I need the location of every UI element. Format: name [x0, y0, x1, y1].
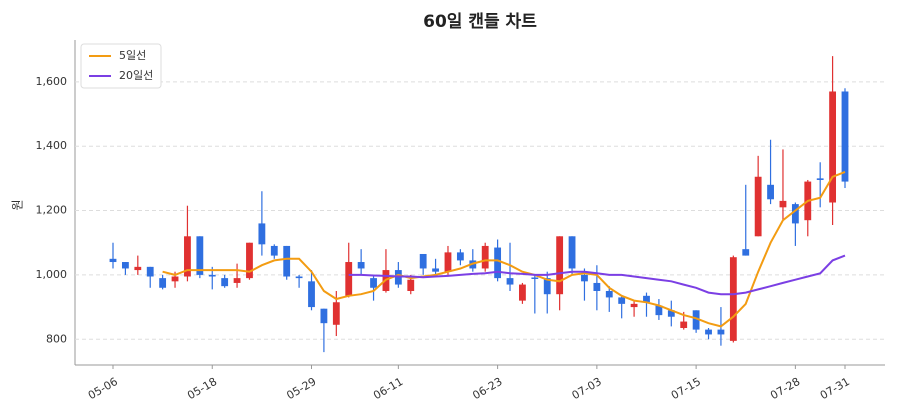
- candle-body: [109, 258, 117, 263]
- candle-body: [258, 223, 266, 245]
- x-tick-label: 05-29: [284, 375, 318, 402]
- candle-body: [134, 266, 142, 271]
- candle-body: [605, 290, 613, 298]
- candle-body: [196, 236, 204, 275]
- candle-body: [667, 310, 675, 317]
- candle-body: [270, 245, 278, 256]
- y-tick-label: 1,200: [36, 204, 68, 217]
- candle-body: [146, 266, 154, 277]
- candle-body: [543, 278, 551, 295]
- candle-body: [332, 302, 340, 325]
- x-tick-label: 05-06: [86, 375, 120, 402]
- candle-body: [283, 245, 291, 277]
- candle-body: [779, 200, 787, 208]
- candle-body: [630, 303, 638, 308]
- candle-body: [320, 308, 328, 324]
- candle-body: [829, 91, 837, 203]
- candle-body: [357, 262, 365, 269]
- candle-body: [767, 184, 774, 200]
- candle-body: [680, 321, 688, 328]
- x-tick-label: 07-31: [818, 375, 852, 402]
- candle-body: [159, 278, 167, 288]
- candle-body: [581, 274, 588, 282]
- candle-body: [643, 295, 650, 303]
- candle-body: [717, 329, 725, 335]
- x-tick-label: 06-11: [371, 375, 405, 402]
- candle-body: [295, 276, 303, 279]
- x-tick-label: 06-23: [470, 375, 504, 402]
- candle-body: [519, 284, 526, 301]
- candle-body: [171, 276, 179, 282]
- moving-average-line: [162, 170, 846, 328]
- candle-body: [456, 252, 464, 261]
- legend: 5일선 20일선: [80, 43, 162, 89]
- candle-body: [308, 281, 315, 308]
- x-tick-label: 07-15: [669, 375, 703, 402]
- candle-body: [531, 277, 539, 279]
- candle-body: [481, 245, 489, 269]
- candle-body: [556, 236, 564, 295]
- y-axis-label: 원: [11, 199, 25, 210]
- moving-average-line: [348, 254, 846, 296]
- candle-body: [419, 253, 427, 269]
- chart-title: 60일 캔들 차트: [423, 12, 537, 32]
- candle-body: [754, 176, 762, 237]
- candle-body: [432, 268, 439, 272]
- x-tick-label: 05-18: [185, 375, 219, 402]
- candle-body: [444, 252, 452, 272]
- x-tick-label: 07-03: [570, 375, 604, 402]
- candle-body: [655, 305, 663, 316]
- candle-body: [494, 247, 502, 279]
- candle-body: [568, 236, 576, 269]
- candle-body: [841, 91, 849, 182]
- candle-body: [233, 278, 241, 283]
- legend-label: 20일선: [119, 68, 153, 82]
- candle-body: [407, 279, 415, 291]
- candle-body: [816, 178, 824, 180]
- candle-body: [729, 257, 737, 341]
- y-tick-label: 1,400: [36, 139, 68, 152]
- candle-body: [593, 282, 601, 291]
- y-tick-label: 1,000: [36, 268, 68, 281]
- candle-body: [246, 242, 253, 279]
- candle-body: [370, 278, 377, 288]
- candle-body: [618, 297, 626, 304]
- y-tick-label: 1,600: [36, 75, 68, 88]
- candle-body: [692, 310, 700, 330]
- legend-label: 5일선: [119, 48, 146, 62]
- candle-body: [742, 249, 750, 256]
- candle-body: [208, 274, 216, 277]
- candle-body: [791, 204, 799, 224]
- candle-body: [184, 236, 191, 277]
- x-tick-label: 07-28: [768, 375, 802, 402]
- candle-body: [506, 278, 514, 285]
- candle-body: [121, 262, 129, 269]
- y-tick-label: 800: [46, 332, 67, 345]
- candle-body: [221, 278, 229, 287]
- candle-body: [345, 262, 353, 296]
- candle-body: [705, 329, 712, 335]
